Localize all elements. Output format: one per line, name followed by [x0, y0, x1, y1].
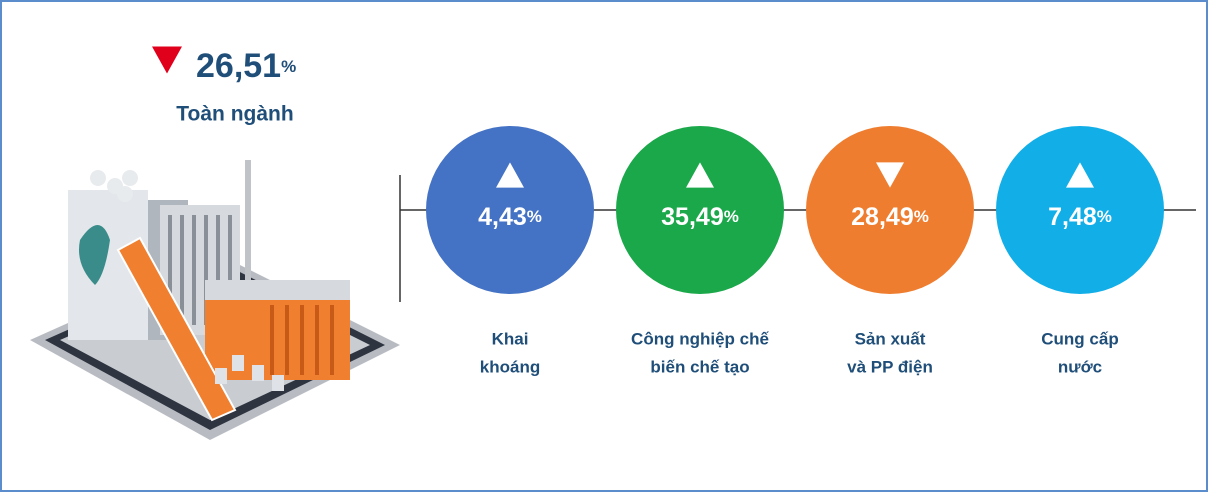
sector-value: 28,49% — [851, 203, 929, 231]
sector-circle — [616, 126, 784, 294]
factory-illustration — [30, 160, 400, 440]
sector-label: khoáng — [480, 357, 540, 376]
sector: 35,49% Công nghiệp chế biến chế tạo — [616, 126, 784, 376]
sector-value: 4,43% — [478, 203, 542, 231]
summary-label: Toàn ngành — [176, 103, 293, 126]
trend-arrow — [686, 162, 714, 188]
sector-label: và PP điện — [847, 357, 933, 376]
sector-unit: % — [1097, 207, 1112, 226]
trend-arrow — [152, 46, 182, 74]
sector-label: Cung cấp — [1041, 329, 1118, 348]
sector-number: 28,49 — [851, 203, 914, 231]
sector-value: 7,48% — [1048, 203, 1112, 231]
summary: 26,51% Toàn ngành — [152, 46, 296, 126]
sector-unit: % — [914, 207, 929, 226]
summary-unit: % — [281, 57, 296, 76]
sector-label: biến chế tạo — [650, 357, 749, 376]
sector-circle — [426, 126, 594, 294]
sector-value: 35,49% — [661, 203, 739, 231]
summary-number: 26,51 — [196, 47, 281, 85]
sector-label: Sản xuất — [855, 329, 926, 348]
sector-circle — [806, 126, 974, 294]
sector-label: Khai — [492, 329, 529, 348]
sector: 4,43% Khai khoáng — [426, 126, 594, 376]
summary-value: 26,51% — [196, 47, 296, 85]
trend-arrow — [1066, 162, 1094, 188]
sector-label: Công nghiệp chế — [631, 329, 769, 348]
sector-number: 35,49 — [661, 203, 724, 231]
sector-number: 7,48 — [1048, 203, 1097, 231]
sector-label: nước — [1058, 357, 1102, 376]
sector: 28,49% Sản xuất và PP điện — [806, 126, 974, 376]
sector-number: 4,43 — [478, 203, 527, 231]
sector: 7,48% Cung cấp nước — [996, 126, 1164, 376]
sector-unit: % — [527, 207, 542, 226]
trend-arrow — [876, 162, 904, 188]
sector-unit: % — [724, 207, 739, 226]
sector-circle — [996, 126, 1164, 294]
trend-arrow — [496, 162, 524, 188]
